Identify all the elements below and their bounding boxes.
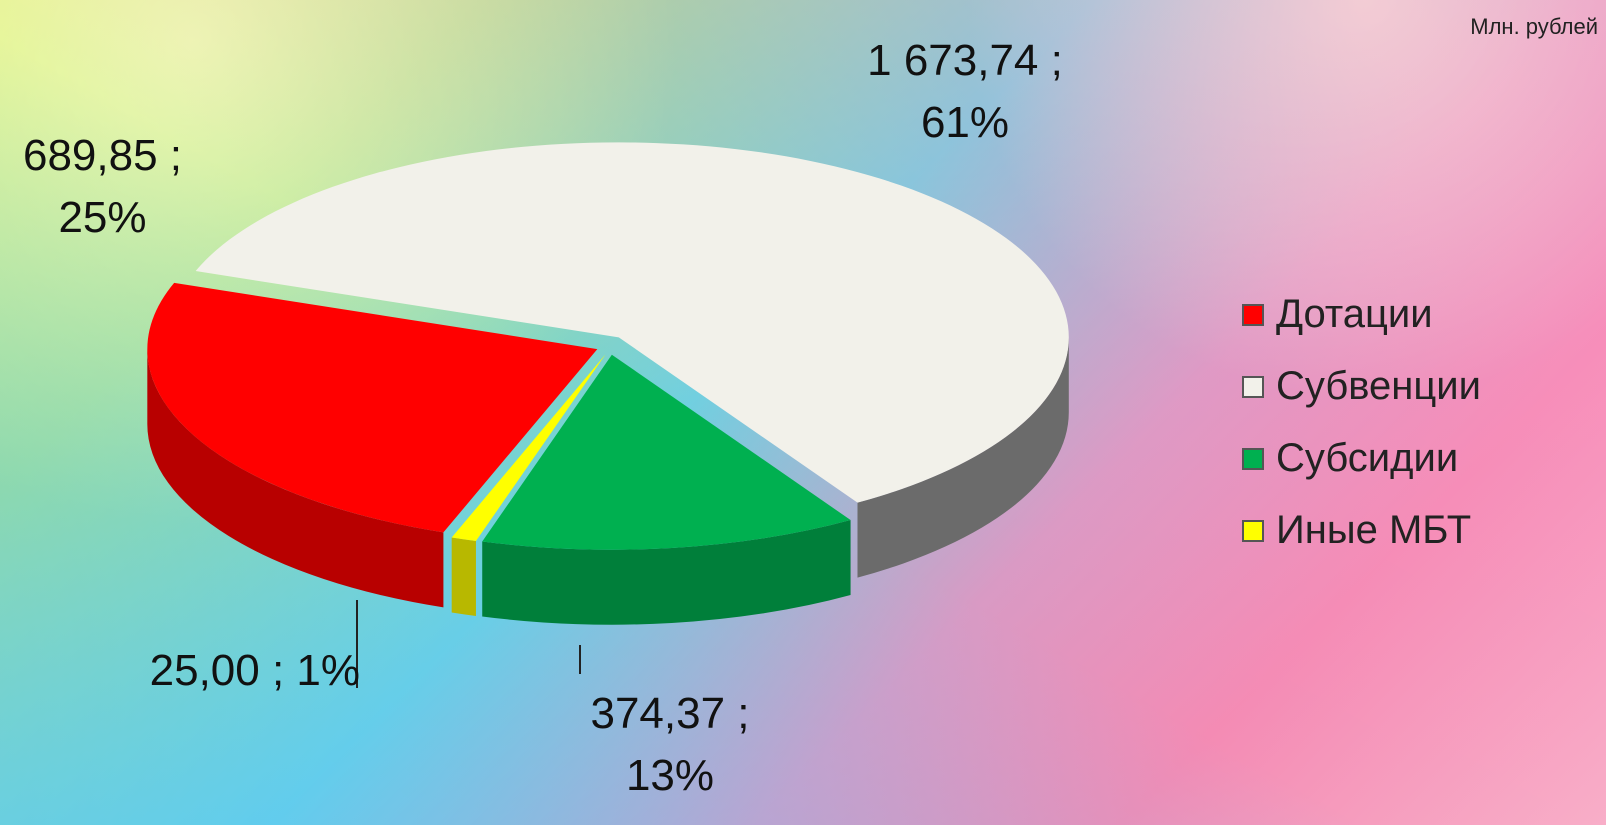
slice bbox=[482, 354, 851, 550]
legend-swatch bbox=[1242, 375, 1264, 398]
legend-item: Субвенции bbox=[1242, 364, 1481, 409]
legend-swatch bbox=[1242, 303, 1264, 326]
data-label: 374,37 ; 13% bbox=[590, 689, 750, 800]
legend-label: Субсидии bbox=[1276, 436, 1459, 480]
legend-item: Субсидии bbox=[1242, 436, 1458, 481]
legend-swatch bbox=[1242, 519, 1264, 542]
slice-side bbox=[857, 337, 1069, 578]
data-label: 689,85 ; 25% bbox=[22, 131, 183, 242]
slice bbox=[451, 354, 606, 542]
slice-side bbox=[451, 537, 476, 617]
legend-label: Иные МБТ bbox=[1276, 508, 1472, 552]
unit-label: Млн. рублей bbox=[1470, 14, 1598, 39]
legend-label: Субвенции bbox=[1276, 364, 1481, 408]
slice bbox=[195, 142, 1069, 503]
slice bbox=[147, 282, 598, 533]
legend-item: Иные МБТ bbox=[1242, 508, 1471, 553]
data-label: 1 673,74 ; 61% bbox=[867, 36, 1063, 147]
legend-swatch bbox=[1242, 447, 1264, 470]
slice-side bbox=[482, 520, 851, 625]
legend-label: Дотации bbox=[1276, 292, 1433, 336]
data-label: 25,00 ; 1% bbox=[149, 646, 360, 695]
slice-side bbox=[147, 349, 444, 608]
legend-item: Дотации bbox=[1242, 292, 1433, 337]
